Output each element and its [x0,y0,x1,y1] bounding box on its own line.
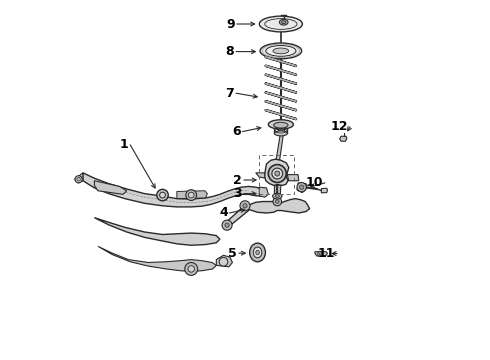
Polygon shape [74,173,83,183]
Ellipse shape [269,120,294,129]
Text: 8: 8 [225,45,234,58]
Circle shape [297,183,306,192]
Text: 7: 7 [225,87,234,100]
Circle shape [160,192,166,198]
Polygon shape [225,205,248,226]
Ellipse shape [274,122,288,128]
Ellipse shape [282,21,286,24]
Circle shape [272,168,283,179]
Polygon shape [287,175,299,181]
Circle shape [243,204,247,208]
Polygon shape [98,246,216,271]
Text: 4: 4 [219,207,228,220]
Circle shape [318,251,323,256]
Ellipse shape [274,131,287,136]
Polygon shape [321,188,327,193]
Circle shape [77,177,80,181]
Text: 11: 11 [318,247,335,260]
Ellipse shape [273,48,289,54]
Text: 2: 2 [233,174,242,186]
Polygon shape [265,159,289,185]
Circle shape [240,201,250,211]
Circle shape [319,253,321,255]
Circle shape [222,220,232,230]
Circle shape [185,262,197,275]
Polygon shape [315,252,327,256]
Text: 1: 1 [120,138,128,151]
Polygon shape [274,185,281,197]
Polygon shape [83,173,262,207]
Ellipse shape [260,43,302,59]
Ellipse shape [253,247,262,258]
Circle shape [269,165,286,183]
Polygon shape [340,136,347,141]
Polygon shape [177,191,207,199]
Ellipse shape [250,243,266,262]
Polygon shape [275,131,284,164]
Circle shape [273,197,282,206]
Ellipse shape [266,45,296,56]
Text: 5: 5 [228,247,237,260]
Circle shape [188,266,195,272]
Bar [278,120,284,134]
Polygon shape [216,255,232,267]
Ellipse shape [256,250,259,255]
Circle shape [219,257,228,266]
Text: 10: 10 [306,176,323,189]
Polygon shape [297,183,307,193]
Text: 3: 3 [234,187,242,200]
Ellipse shape [272,193,282,199]
Text: 12: 12 [331,121,348,134]
Circle shape [75,176,82,183]
Polygon shape [95,181,126,194]
Ellipse shape [275,195,279,198]
Circle shape [275,200,279,203]
Text: 9: 9 [226,18,235,31]
Circle shape [275,171,280,176]
Circle shape [188,192,194,198]
Ellipse shape [279,19,288,25]
Circle shape [157,189,168,201]
Circle shape [225,223,229,227]
Polygon shape [256,173,266,178]
Polygon shape [245,199,310,213]
Polygon shape [259,187,269,197]
Circle shape [186,190,196,201]
Ellipse shape [259,16,302,32]
Circle shape [299,185,304,189]
Polygon shape [95,218,220,245]
Text: 6: 6 [232,125,241,138]
